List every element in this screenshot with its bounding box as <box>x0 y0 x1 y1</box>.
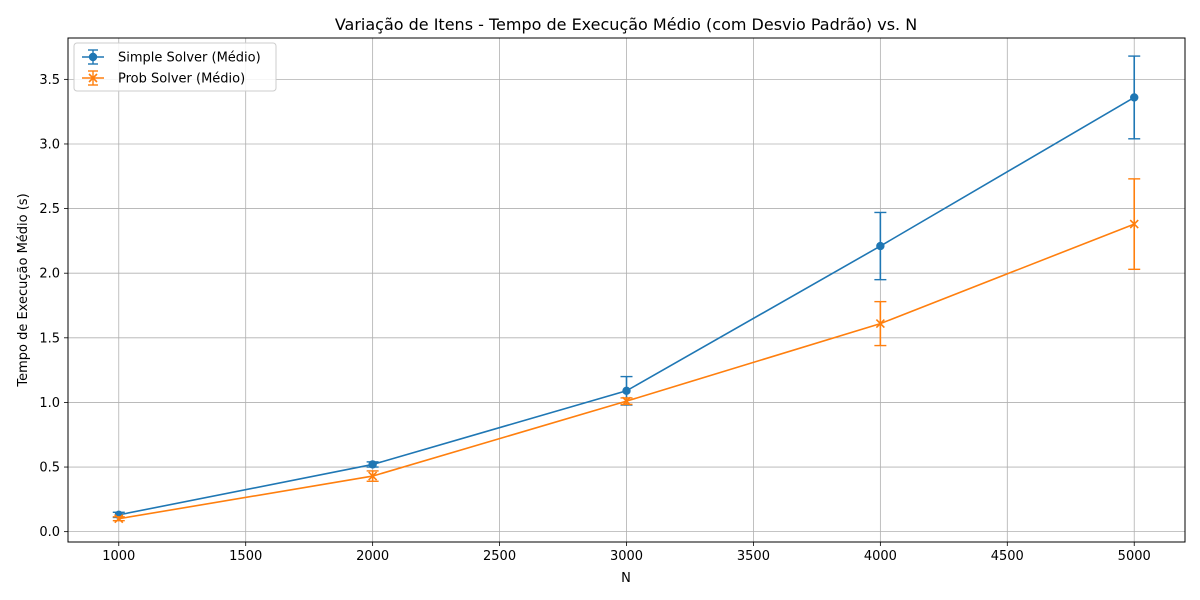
x-marker-stroke <box>621 396 632 406</box>
data-point <box>622 386 631 395</box>
x-tick-label: 1500 <box>229 549 262 564</box>
data-point <box>368 471 378 481</box>
y-tick-label: 3.5 <box>39 73 60 88</box>
legend-item: Prob Solver (Médio) <box>82 70 245 87</box>
data-point <box>1129 219 1139 229</box>
x-tick-label: 2500 <box>483 549 516 564</box>
x-marker-stroke <box>114 514 124 524</box>
x-marker-stroke <box>88 73 98 83</box>
x-tick-label: 3500 <box>737 549 770 564</box>
y-axis-label: Tempo de Execução Médio (s) <box>16 193 31 387</box>
grid <box>68 38 1185 542</box>
y-tick-label: 0.5 <box>39 461 60 476</box>
x-marker-stroke <box>875 319 885 329</box>
data-point <box>114 514 124 524</box>
data-point <box>876 241 885 251</box>
legend: Simple Solver (Médio) Prob Solver (Médio) <box>73 42 277 92</box>
y-tick-label: 0.0 <box>39 525 60 540</box>
x-marker-stroke <box>368 471 378 481</box>
x-marker-stroke <box>1129 219 1139 229</box>
legend-item: Simple Solver (Médio) <box>82 49 261 66</box>
y-tick-label: 2.5 <box>39 202 60 217</box>
legend-label: Simple Solver (Médio) <box>118 51 261 66</box>
y-tick-label: 1.0 <box>39 396 60 411</box>
y-tick-label: 2.0 <box>39 267 60 282</box>
series-layer <box>112 55 1141 524</box>
legend-marker <box>88 52 98 62</box>
y-axis: 0.0 0.5 1.0 1.5 2.0 2.5 3.0 3.5 <box>39 73 68 540</box>
data-point <box>875 319 885 329</box>
x-tick-label: 2000 <box>356 549 389 564</box>
y-tick-label: 3.0 <box>39 137 60 152</box>
x-axis: 1000 1500 2000 2500 3000 3500 4000 4500 5000 <box>102 542 1151 564</box>
data-point <box>1130 93 1139 102</box>
x-tick-label: 3000 <box>610 549 643 564</box>
x-tick-label: 4000 <box>864 549 897 564</box>
y-tick-label: 1.5 <box>39 331 60 346</box>
data-point <box>621 396 632 406</box>
data-point <box>368 460 377 469</box>
legend-marker <box>88 73 98 83</box>
legend-box <box>73 42 277 92</box>
x-axis-label: N <box>621 571 631 586</box>
legend-label: Prob Solver (Médio) <box>118 72 245 87</box>
x-tick-label: 4500 <box>991 549 1024 564</box>
chart-title: Variação de Itens - Tempo de Execução Mé… <box>335 15 917 34</box>
x-tick-label: 1000 <box>102 549 135 564</box>
series-prob-solver <box>112 178 1141 524</box>
x-tick-label: 5000 <box>1118 549 1151 564</box>
